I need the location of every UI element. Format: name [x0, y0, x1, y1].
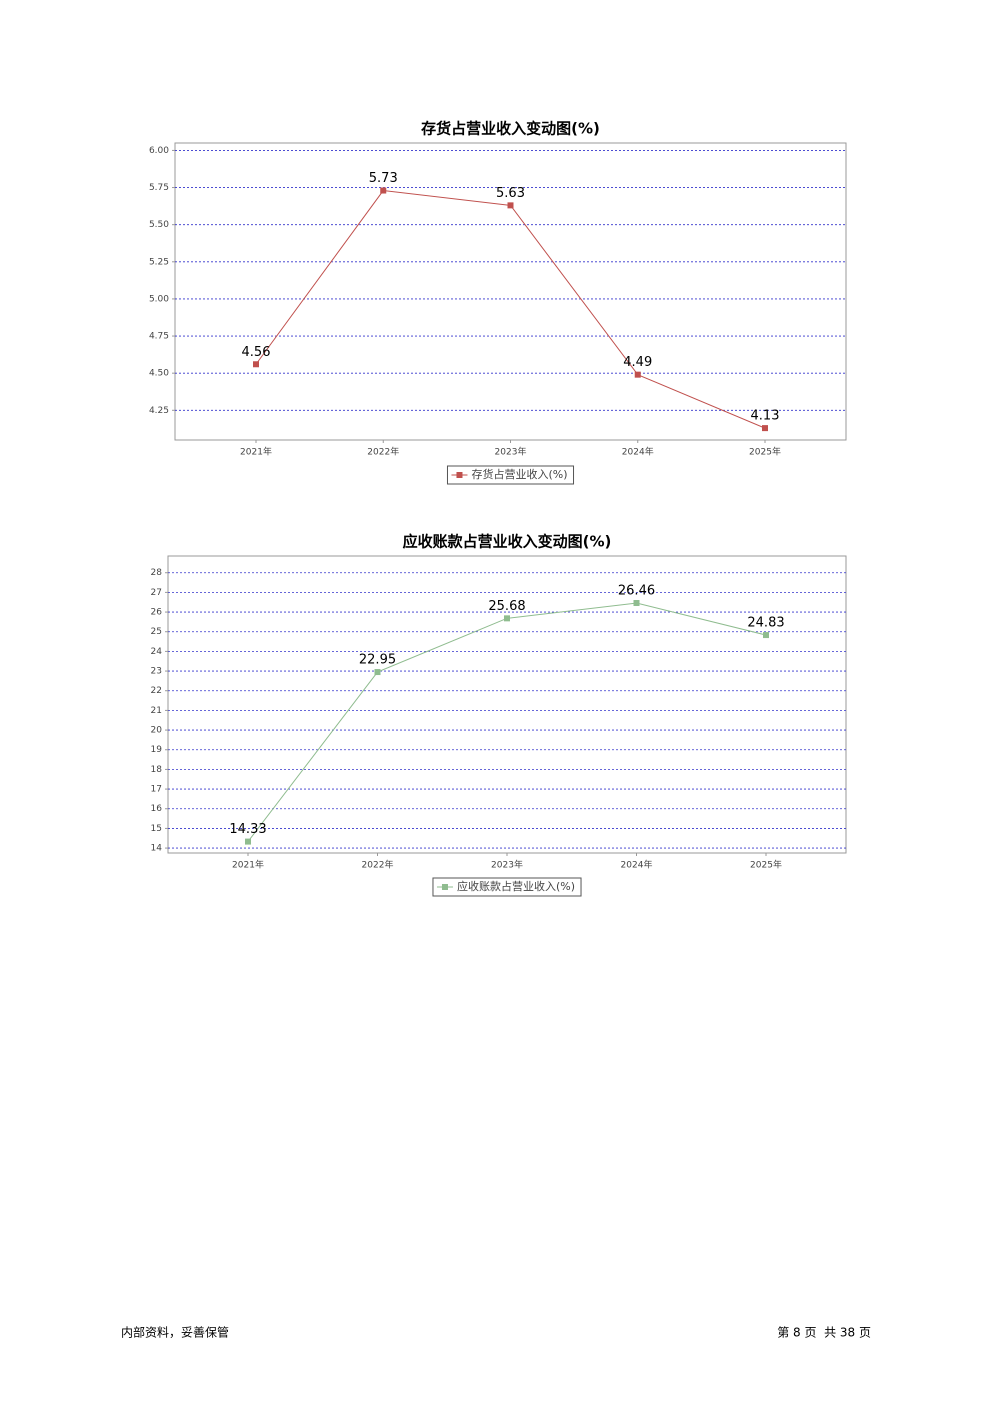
y-tick-label: 26	[151, 608, 163, 618]
chart-title: 应收账款占营业收入变动图(%)	[403, 533, 612, 551]
data-label: 4.49	[623, 355, 652, 370]
data-point	[762, 425, 768, 432]
y-tick-label: 4.25	[149, 406, 169, 416]
data-label: 5.63	[496, 186, 525, 201]
chart-title: 存货占营业收入变动图(%)	[421, 120, 600, 138]
legend-label: 应收账款占营业收入(%)	[457, 879, 575, 893]
x-tick-label: 2023年	[491, 859, 523, 871]
y-tick-label: 5.50	[149, 220, 169, 230]
legend-box	[432, 877, 582, 897]
data-label: 25.68	[488, 599, 525, 614]
y-tick-label: 4.50	[149, 369, 169, 379]
legend-marker	[441, 884, 448, 890]
data-point	[634, 371, 641, 378]
x-tick-label: 2024年	[622, 446, 654, 458]
legend-marker	[456, 472, 463, 478]
x-tick-label: 2025年	[750, 859, 782, 871]
data-label: 14.33	[229, 822, 266, 837]
data-label: 5.73	[369, 171, 398, 186]
data-label: 24.83	[747, 616, 784, 631]
series-line	[247, 602, 767, 842]
data-point	[507, 202, 514, 209]
y-tick-label: 28	[151, 568, 163, 578]
y-tick-label: 14	[151, 844, 163, 854]
x-tick-label: 2022年	[362, 859, 394, 871]
legend-label: 存货占营业收入(%)	[471, 467, 567, 481]
y-tick-label: 5.00	[149, 294, 169, 304]
y-tick-label: 6.00	[149, 146, 169, 156]
footer-right: 第 8 页 共 38 页	[777, 1326, 871, 1340]
y-tick-label: 17	[151, 785, 162, 795]
data-point	[763, 632, 769, 639]
y-tick-label: 21	[151, 706, 162, 716]
y-tick-label: 5.25	[149, 257, 169, 267]
y-tick-label: 22	[151, 686, 162, 696]
y-tick-label: 23	[151, 667, 162, 677]
data-point	[245, 838, 251, 845]
x-tick-label: 2021年	[232, 859, 264, 871]
y-tick-label: 24	[151, 647, 163, 657]
series-line	[255, 189, 766, 429]
y-tick-label: 15	[151, 824, 162, 834]
y-tick-label: 18	[151, 765, 163, 775]
x-tick-label: 2025年	[749, 446, 781, 458]
x-tick-label: 2024年	[621, 859, 653, 871]
footer-left: 内部资料，妥善保管	[121, 1325, 229, 1340]
y-tick-label: 5.75	[149, 183, 169, 193]
y-tick-label: 16	[151, 804, 163, 814]
data-point	[374, 669, 381, 676]
data-point	[504, 615, 510, 622]
data-label: 26.46	[618, 584, 655, 599]
data-label: 4.56	[242, 345, 271, 360]
x-tick-label: 2023年	[495, 446, 527, 458]
y-tick-label: 25	[151, 627, 162, 637]
y-tick-label: 19	[151, 745, 163, 755]
data-label: 22.95	[359, 653, 396, 668]
y-tick-label: 20	[151, 726, 163, 736]
y-tick-label: 4.75	[149, 332, 169, 342]
data-point	[633, 600, 640, 607]
legend-box	[446, 465, 575, 485]
data-label: 4.13	[751, 409, 780, 424]
x-tick-label: 2022年	[367, 446, 399, 458]
data-point	[253, 361, 259, 368]
data-point	[380, 187, 387, 194]
y-tick-label: 27	[151, 588, 162, 598]
x-tick-label: 2021年	[240, 446, 272, 458]
